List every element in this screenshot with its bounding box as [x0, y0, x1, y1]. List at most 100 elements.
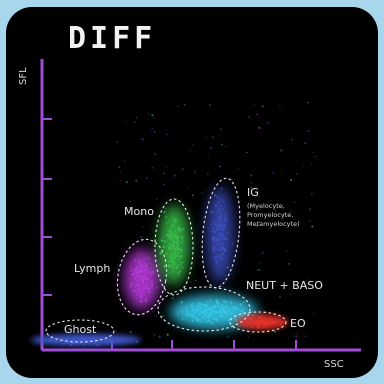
data-point — [96, 340, 100, 344]
data-point — [250, 326, 252, 328]
scatter-point — [250, 182, 253, 185]
scatter-point — [145, 177, 148, 180]
scatter-point — [225, 145, 227, 148]
scatter-point — [275, 209, 277, 212]
scatter-point — [254, 140, 256, 141]
scatter-point — [121, 271, 123, 273]
data-point — [150, 280, 153, 283]
data-point — [62, 342, 65, 346]
scatter-point — [154, 117, 156, 120]
scatter-point — [280, 173, 282, 175]
scatter-point — [193, 171, 196, 174]
scatter-point — [125, 121, 127, 123]
data-point — [159, 251, 163, 255]
data-point — [172, 247, 174, 249]
cluster-ig — [206, 187, 234, 283]
data-point — [171, 235, 173, 238]
data-point — [78, 337, 81, 340]
data-point — [274, 321, 276, 323]
gate-lymph — [116, 238, 168, 316]
data-point — [174, 233, 176, 236]
data-point — [143, 264, 146, 267]
data-point — [165, 216, 168, 219]
data-point — [136, 274, 140, 278]
data-point — [214, 223, 217, 227]
data-point — [252, 321, 256, 324]
data-point — [220, 187, 223, 190]
data-point — [142, 285, 146, 289]
data-point — [221, 209, 224, 211]
data-point — [222, 228, 225, 231]
data-point — [214, 236, 217, 239]
data-point — [173, 225, 176, 228]
data-point — [226, 216, 228, 219]
data-point — [170, 236, 172, 239]
scatter-point — [137, 303, 139, 306]
data-point — [134, 278, 138, 281]
data-point — [175, 240, 178, 244]
scatter-point — [182, 168, 184, 170]
data-point — [216, 228, 219, 232]
data-point — [219, 212, 223, 215]
scatter-point — [222, 252, 224, 255]
data-point — [174, 256, 177, 258]
data-point — [210, 314, 212, 317]
chart-title: DIFF — [68, 21, 157, 56]
scatter-point — [165, 133, 168, 135]
scatter-point — [278, 295, 282, 298]
data-point — [181, 310, 184, 313]
label-ig-detail-1: (Myelocyte, — [247, 202, 285, 210]
data-point — [250, 316, 253, 320]
data-point — [186, 312, 189, 316]
data-point — [217, 235, 220, 238]
data-point — [231, 310, 234, 312]
scatter-point — [142, 226, 144, 228]
data-point — [200, 318, 203, 321]
data-point — [246, 317, 249, 320]
data-point — [181, 242, 184, 244]
data-point — [211, 229, 214, 233]
data-point — [212, 240, 215, 242]
data-point — [173, 250, 175, 253]
data-point — [211, 245, 215, 249]
scatter-point — [258, 269, 261, 271]
data-point — [135, 267, 138, 270]
scatter-point — [129, 330, 132, 333]
scatter-point — [247, 336, 249, 338]
scatter-point — [205, 136, 207, 138]
data-point — [216, 195, 219, 198]
scatter-point — [135, 116, 138, 119]
scatter-point — [307, 101, 309, 104]
data-point — [146, 268, 149, 270]
data-point — [223, 221, 226, 224]
data-point — [199, 303, 202, 307]
data-point — [180, 300, 183, 304]
scatter-point — [191, 194, 194, 197]
scatter-point — [291, 138, 294, 141]
data-point — [222, 304, 224, 306]
data-point — [214, 317, 217, 321]
data-point — [137, 288, 140, 291]
data-point — [270, 317, 273, 321]
data-point — [217, 216, 220, 219]
data-point — [139, 278, 142, 281]
data-point — [176, 244, 178, 247]
data-point — [143, 288, 145, 290]
cluster-mono — [158, 205, 190, 285]
data-point — [177, 236, 179, 239]
scatter-point — [148, 113, 150, 115]
data-point — [181, 318, 184, 320]
data-point — [217, 304, 220, 307]
data-point — [170, 218, 173, 220]
scatter-point — [187, 246, 190, 250]
data-point — [219, 254, 222, 257]
data-point — [146, 277, 150, 281]
data-point — [129, 265, 132, 269]
label-ghost: Ghost — [64, 323, 97, 336]
data-point — [150, 272, 153, 276]
data-point — [51, 337, 53, 340]
data-point — [131, 289, 135, 292]
data-point — [135, 286, 137, 288]
cluster-eo — [236, 314, 288, 330]
data-point — [69, 339, 72, 342]
